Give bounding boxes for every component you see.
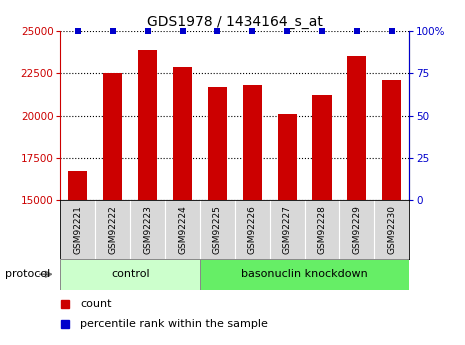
Bar <box>68 171 87 200</box>
Title: GDS1978 / 1434164_s_at: GDS1978 / 1434164_s_at <box>147 14 323 29</box>
Text: GSM92227: GSM92227 <box>283 205 292 254</box>
Bar <box>60 259 200 290</box>
Text: control: control <box>111 269 150 279</box>
Text: GSM92228: GSM92228 <box>318 205 326 254</box>
Text: GSM92225: GSM92225 <box>213 205 222 254</box>
Bar <box>200 259 409 290</box>
Text: percentile rank within the sample: percentile rank within the sample <box>80 319 268 329</box>
Text: GSM92224: GSM92224 <box>178 205 187 254</box>
Text: GSM92223: GSM92223 <box>143 205 152 254</box>
Bar <box>382 80 401 200</box>
Text: GSM92222: GSM92222 <box>108 205 117 254</box>
Bar <box>312 95 332 200</box>
Text: basonuclin knockdown: basonuclin knockdown <box>241 269 368 279</box>
Text: GSM92229: GSM92229 <box>352 205 361 254</box>
Bar <box>208 87 227 200</box>
Bar <box>173 67 192 200</box>
Bar <box>347 57 366 200</box>
Bar <box>243 85 262 200</box>
Bar <box>138 50 157 200</box>
Text: protocol: protocol <box>5 269 50 279</box>
Bar <box>278 114 297 200</box>
Text: GSM92230: GSM92230 <box>387 205 396 254</box>
Text: GSM92221: GSM92221 <box>73 205 82 254</box>
Bar <box>103 73 122 200</box>
Text: GSM92226: GSM92226 <box>248 205 257 254</box>
Text: count: count <box>80 299 112 308</box>
